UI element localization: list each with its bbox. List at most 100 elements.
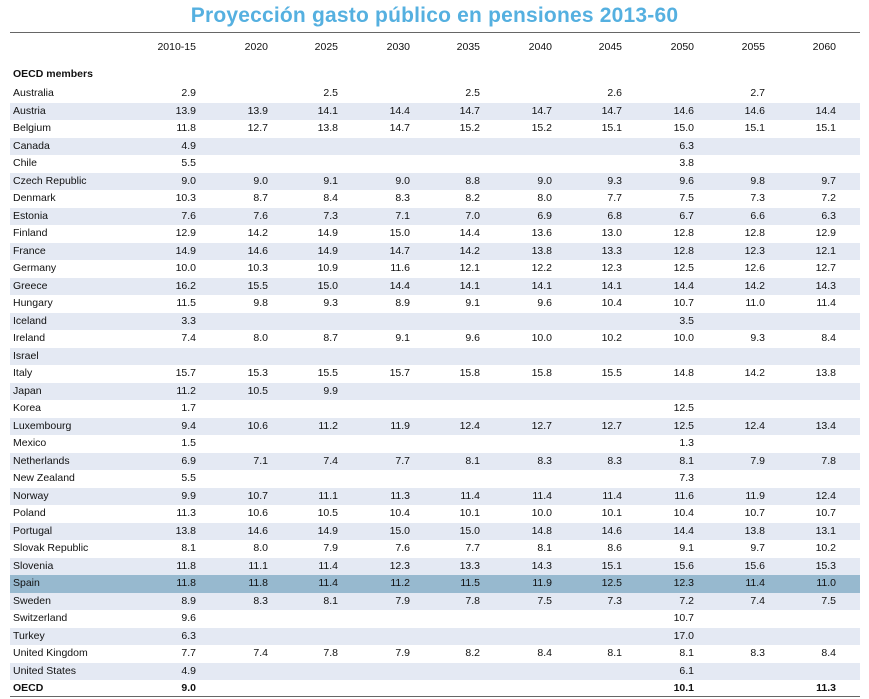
value-cell: 7.7: [607, 192, 622, 204]
value-cell: 15.1: [815, 122, 836, 134]
value-cell: 7.4: [253, 647, 268, 659]
row-label: United Kingdom: [13, 647, 88, 659]
value-cell: 7.4: [181, 332, 196, 344]
value-cell: 10.1: [601, 507, 622, 519]
pension-table: 2010-15 2020 2025 2030 2035 2040 2045 2050 2055 2…: [10, 33, 860, 698]
value-cell: 11.5: [176, 297, 196, 309]
value-cell: 16.2: [175, 279, 196, 292]
value-cell: 7.6: [253, 209, 268, 222]
value-cell: 11.4: [318, 559, 338, 572]
value-cell: 14.4: [389, 279, 410, 292]
value-cell: 10.6: [247, 419, 268, 432]
row-label: Hungary: [13, 297, 53, 309]
value-cell: 6.3: [181, 629, 196, 642]
value-cell: 9.8: [253, 297, 268, 309]
value-cell: 6.3: [821, 209, 836, 222]
value-cell: 9.0: [537, 174, 552, 187]
table-row: Belgium 11.8 12.7 13.8 14.7 15.2 15.2 15.1 15.0 1…: [10, 120, 860, 138]
value-cell: 11.6: [674, 489, 694, 502]
value-cell: 12.1: [459, 262, 480, 274]
value-cell: 14.2: [744, 279, 765, 292]
value-cell: 11.2: [176, 384, 196, 397]
value-cell: 12.9: [175, 227, 196, 239]
row-label: Israel: [13, 349, 39, 362]
value-cell: 14.9: [317, 524, 338, 537]
value-cell: 14.4: [815, 104, 836, 117]
row-label: France: [13, 244, 46, 257]
table-row: Greece 16.2 15.5 15.0 14.4 14.1 14.1 14.1 14.4 14…: [10, 277, 860, 295]
value-cell: 15.5: [601, 367, 622, 379]
value-cell: 13.3: [459, 559, 480, 572]
table-bottom-rule: [10, 696, 860, 697]
value-cell: 14.4: [673, 279, 694, 292]
value-cell: 4.9: [181, 664, 196, 677]
value-cell: 10.0: [175, 262, 196, 274]
row-label: Slovenia: [13, 559, 54, 572]
value-cell: 7.8: [821, 454, 836, 467]
value-cell: 14.6: [744, 104, 765, 117]
row-label: Slovak Republic: [13, 542, 89, 554]
value-cell: 14.6: [247, 524, 268, 537]
value-cell: 10.7: [673, 297, 694, 309]
value-cell: 1.5: [181, 437, 196, 449]
value-cell: 10.7: [673, 612, 694, 624]
table-row: Korea 1.7 12.5: [10, 400, 860, 418]
value-cell: 15.2: [459, 122, 480, 134]
value-cell: 10.4: [673, 507, 694, 519]
value-cell: 7.8: [465, 594, 480, 607]
table-top-rule: [10, 32, 860, 33]
value-cell: 10.4: [601, 297, 622, 309]
value-cell: 15.1: [744, 122, 765, 134]
value-cell: 8.1: [181, 542, 196, 554]
table-row: Chile 5.5 3.8: [10, 155, 860, 173]
value-cell: 10.2: [815, 542, 836, 554]
value-cell: 10.6: [247, 507, 268, 519]
value-cell: 14.7: [389, 122, 410, 134]
value-cell: 8.3: [253, 594, 268, 607]
value-cell: 8.9: [181, 594, 196, 607]
table-header-row: 2010-15 2020 2025 2030 2035 2040 2045 2050 2055 2…: [10, 33, 860, 63]
value-cell: 14.3: [531, 559, 552, 572]
row-label: Iceland: [13, 314, 47, 327]
row-label: Australia: [13, 87, 54, 99]
row-label: Greece: [13, 279, 48, 292]
value-cell: 10.0: [531, 332, 552, 344]
value-cell: 12.7: [601, 419, 622, 432]
value-cell: 9.7: [821, 174, 836, 187]
value-cell: 8.0: [253, 332, 268, 344]
value-cell: 9.0: [181, 174, 196, 187]
value-cell: 15.8: [531, 367, 552, 379]
column-header-2040: 2040: [528, 41, 552, 53]
value-cell: 14.3: [815, 279, 836, 292]
value-cell: 11.0: [745, 297, 765, 309]
value-cell: 11.6: [390, 262, 410, 274]
row-label: New Zealand: [13, 472, 75, 484]
value-cell: 9.7: [750, 542, 765, 554]
value-cell: 11.0: [816, 577, 836, 589]
value-cell: 13.8: [815, 367, 836, 379]
table-row: Hungary 11.5 9.8 9.3 8.9 9.1 9.6 10.4 10.7 11.0 11…: [10, 295, 860, 313]
value-cell: 15.0: [389, 524, 410, 537]
value-cell: 11.4: [318, 577, 338, 589]
row-label: Belgium: [13, 122, 51, 134]
value-cell: 12.2: [531, 262, 552, 274]
table-row: New Zealand 5.5 7.3: [10, 470, 860, 488]
value-cell: 11.2: [318, 419, 338, 432]
row-label: Italy: [13, 367, 33, 379]
value-cell: 9.0: [253, 174, 268, 187]
value-cell: 14.8: [673, 367, 694, 379]
table-row: Ireland 7.4 8.0 8.7 9.1 9.6 10.0 10.2 10.0 9.3 8.4: [10, 330, 860, 348]
value-cell: 7.3: [679, 472, 694, 484]
value-cell: 1.3: [679, 437, 694, 449]
value-cell: 14.4: [459, 227, 480, 239]
table-row: Portugal 13.8 14.6 14.9 15.0 15.0 14.8 14.6 14.4…: [10, 522, 860, 540]
value-cell: 8.0: [537, 192, 552, 204]
value-cell: 7.1: [253, 454, 268, 467]
value-cell: 11.9: [390, 419, 410, 432]
value-cell: 10.3: [175, 192, 196, 204]
value-cell: 6.9: [537, 209, 552, 222]
value-cell: 13.9: [175, 104, 196, 117]
value-cell: 7.9: [395, 647, 410, 659]
value-cell: 9.6: [537, 297, 552, 309]
table-row: Japan 11.2 10.5 9.9: [10, 382, 860, 400]
